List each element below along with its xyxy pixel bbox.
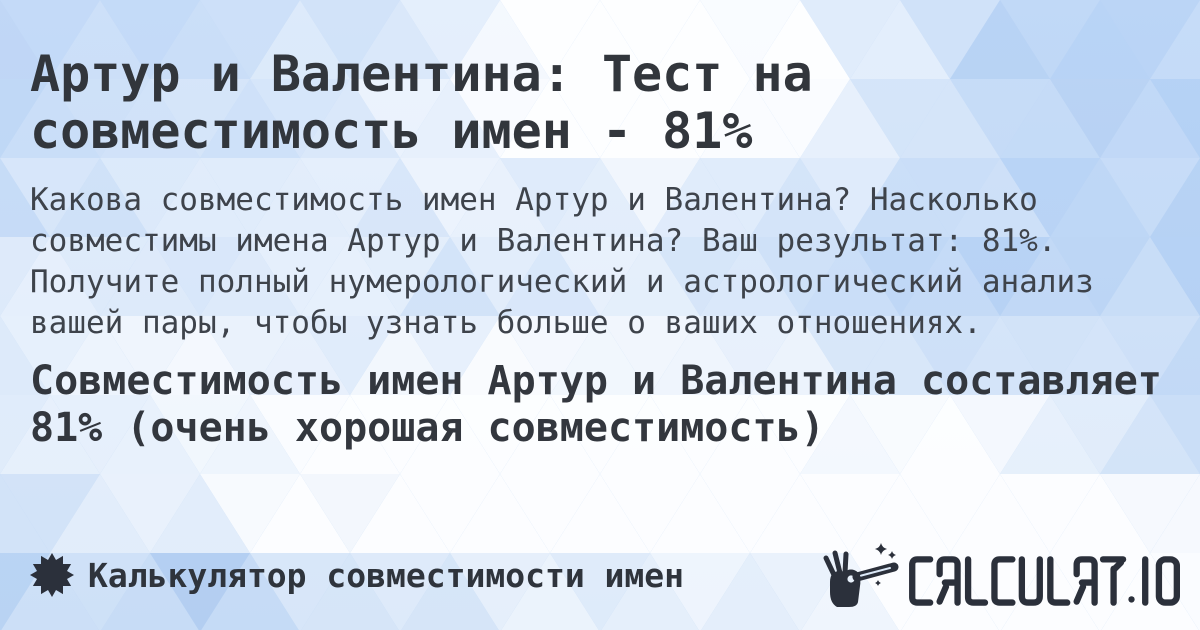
brand-logo-group <box>820 542 1180 608</box>
starburst-badge-icon <box>30 553 74 597</box>
page-title: Артур и Валентина: Тест на совместимость… <box>30 45 813 160</box>
page-description: Какова совместимость имен Артур и Валент… <box>30 182 1094 341</box>
footer-left-group: Калькулятор совместимости имен <box>30 553 684 597</box>
result-summary: Совместимость имен Артур и Валентина сос… <box>30 358 1162 451</box>
footer-site-label: Калькулятор совместимости имен <box>88 555 685 595</box>
calculat-io-logo <box>909 556 1180 606</box>
footer-bar: Калькулятор совместимости имен <box>0 542 1200 608</box>
magic-wand-hand-icon <box>820 542 902 608</box>
main-content: Артур и Валентина: Тест на совместимость… <box>0 46 1200 452</box>
